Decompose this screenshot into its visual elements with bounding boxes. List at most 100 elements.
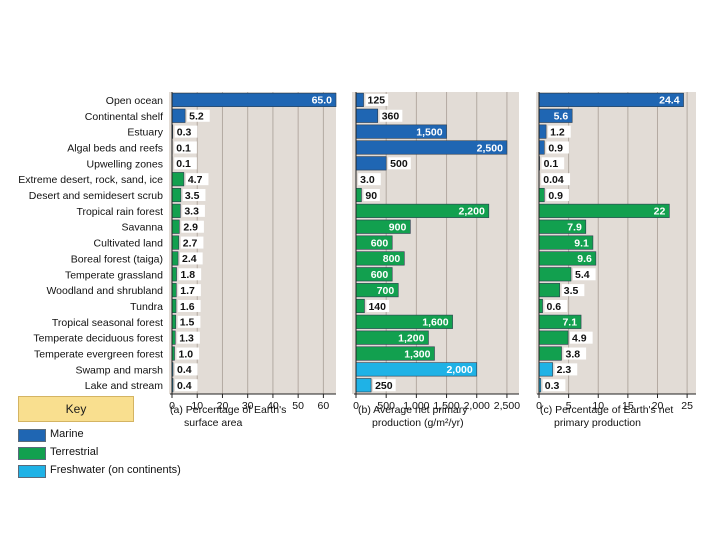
panel-a-value-label-bg-lake-and-stream <box>175 379 198 392</box>
category-label-savanna: Savanna <box>122 222 164 234</box>
panel-b-value-label-algal-beds-and-reefs: 2,500 <box>477 142 503 154</box>
panel-a-value-label-temperate-grassland: 1.8 <box>181 269 196 281</box>
panel-b-value-label-bg-open-ocean <box>365 93 389 106</box>
panel-c-value-label-algal-beds-and-reefs: 0.9 <box>548 142 563 154</box>
category-label-boreal-forest-taiga: Boreal forest (taiga) <box>71 253 163 265</box>
panel-c-tick-label-25: 25 <box>681 400 693 412</box>
panel-b-value-label-bg-upwelling-zones <box>388 157 411 170</box>
panel-a-value-label-extreme-desert-rock-sand-ice: 4.7 <box>188 174 203 186</box>
panel-c-value-label-woodland-and-shrubland: 3.5 <box>564 285 579 297</box>
panel-b-tick-label-500: 500 <box>377 400 395 412</box>
panel-c-value-label-upwelling-zones: 0.1 <box>544 158 559 170</box>
category-label-lake-and-stream: Lake and stream <box>85 380 163 392</box>
panel-a-value-label-bg-upwelling-zones <box>174 157 197 170</box>
panel-c-value-label-temperate-grassland: 5.4 <box>575 269 590 281</box>
panel-a-value-label-bg-algal-beds-and-reefs <box>174 141 197 154</box>
panel-a-value-label-bg-tropical-rain-forest <box>182 204 205 217</box>
panel-c-value-label-swamp-and-marsh: 2.3 <box>557 364 572 376</box>
category-label-algal-beds-and-reefs: Algal beds and reefs <box>67 142 163 154</box>
panel-a-bar-temperate-grassland <box>171 267 177 282</box>
panel-a-tick-label-10: 10 <box>191 400 203 412</box>
panel-c-value-label-savanna: 7.9 <box>567 222 582 234</box>
panel-c-value-label-bg-desert-and-semidesert-scrub <box>546 189 569 202</box>
panel-c-tick-label-20: 20 <box>652 400 664 412</box>
panel-b-value-label-bg-continental-shelf <box>379 109 403 122</box>
panel-c-value-label-lake-and-stream: 0.3 <box>545 380 560 392</box>
panel-a-bar-continental-shelf <box>171 108 186 123</box>
panel-a-bar-tropical-rain-forest <box>171 203 181 218</box>
panel-b-value-label-upwelling-zones: 500 <box>390 158 408 170</box>
panel-b-bar-desert-and-semidesert-scrub <box>355 187 362 203</box>
panel-c-bar-algal-beds-and-reefs <box>538 140 545 155</box>
panel-b-value-label-boreal-forest-taiga: 800 <box>383 253 401 265</box>
category-label-open-ocean: Open ocean <box>106 95 163 107</box>
panel-b-value-label-bg-tundra <box>366 299 390 312</box>
panel-c-value-label-bg-swamp-and-marsh <box>554 363 578 376</box>
panel-a-value-label-tropical-seasonal-forest: 1.5 <box>180 317 195 329</box>
category-label-temperate-deciduous-forest: Temperate deciduous forest <box>33 333 163 345</box>
panel-c-tick-label-5: 5 <box>566 400 572 412</box>
panel-a-value-label-continental-shelf: 5.2 <box>189 111 204 123</box>
panel-a-tick-label-40: 40 <box>267 400 279 412</box>
panel-a-value-label-bg-continental-shelf <box>187 109 210 122</box>
panel-a-value-label-bg-woodland-and-shrubland <box>178 284 201 297</box>
panel-b-bar-open-ocean <box>355 92 364 107</box>
panel-c-value-label-temperate-evergreen-forest: 3.8 <box>566 348 581 360</box>
key-label-terrestrial: Terrestrial <box>50 446 99 458</box>
panel-c-caption-line-1: (c) Percentage of Earth's net <box>540 404 673 416</box>
panel-c-caption-line-2: primary production <box>554 417 641 429</box>
category-label-cultivated-land: Cultivated land <box>94 238 164 250</box>
panel-a-bar-tropical-seasonal-forest <box>171 314 177 329</box>
panel-a-value-label-bg-tundra <box>178 299 201 312</box>
panel-c-value-label-continental-shelf: 5.6 <box>554 111 569 123</box>
category-label-temperate-grassland: Temperate grassland <box>65 269 163 281</box>
panel-c-bar-swamp-and-marsh <box>538 362 553 377</box>
category-label-tundra: Tundra <box>130 301 163 313</box>
panel-c-tick-label-15: 15 <box>622 400 634 412</box>
category-label-swamp-and-marsh: Swamp and marsh <box>75 364 163 376</box>
panel-c-value-label-bg-temperate-grassland <box>572 268 596 281</box>
panel-a-tick-label-60: 60 <box>318 400 330 412</box>
panel-b-value-label-estuary: 1,500 <box>416 126 442 138</box>
key-swatch-marine <box>18 429 46 442</box>
key-swatch-freshwater-on-continents <box>18 465 46 478</box>
panel-c-value-label-bg-woodland-and-shrubland <box>561 284 585 297</box>
panel-c-bar-tundra <box>538 298 543 314</box>
key-label-marine: Marine <box>50 428 84 440</box>
panel-b-value-label-temperate-grassland: 600 <box>371 269 389 281</box>
panel-c-value-label-bg-extreme-desert-rock-sand-ice <box>541 173 571 186</box>
panel-a-value-label-tropical-rain-forest: 3.3 <box>184 206 199 218</box>
panel-a-value-label-cultivated-land: 2.7 <box>183 237 198 249</box>
panel-c-value-label-desert-and-semidesert-scrub: 0.9 <box>548 190 563 202</box>
key-title: Key <box>18 396 134 422</box>
panel-c-bar-desert-and-semidesert-scrub <box>538 187 545 203</box>
panel-c-bar-woodland-and-shrubland <box>538 283 561 298</box>
category-label-temperate-evergreen-forest: Temperate evergreen forest <box>34 349 163 361</box>
panel-a-value-label-bg-temperate-deciduous-forest <box>177 331 200 344</box>
panel-c-bar-temperate-evergreen-forest <box>538 346 562 361</box>
panel-a-bar-tundra <box>171 298 177 314</box>
panel-b-tick-label-0: 0 <box>353 400 359 412</box>
category-label-desert-and-semidesert-scrub: Desert and semidesert scrub <box>29 190 163 202</box>
panel-b-bar-continental-shelf <box>355 108 379 123</box>
panel-a-caption-line-1: (a) Percentage of Earth's <box>170 404 286 416</box>
panel-c-value-label-extreme-desert-rock-sand-ice: 0.04 <box>543 174 564 186</box>
panel-a-value-label-algal-beds-and-reefs: 0.1 <box>176 142 191 154</box>
panel-b-value-label-open-ocean: 125 <box>368 95 386 107</box>
panel-c-tick-label-10: 10 <box>592 400 604 412</box>
panel-a-value-label-bg-estuary <box>174 125 198 138</box>
panel-b-value-label-temperate-deciduous-forest: 1,200 <box>398 332 424 344</box>
panel-a-value-label-lake-and-stream: 0.4 <box>177 380 192 392</box>
panel-a-value-label-temperate-evergreen-forest: 1.0 <box>179 348 194 360</box>
panel-a-value-label-estuary: 0.3 <box>177 126 192 138</box>
panel-c-bar-temperate-deciduous-forest <box>538 330 569 345</box>
panel-c-bar-temperate-grassland <box>538 267 572 282</box>
panel-b-value-label-bg-extreme-desert-rock-sand-ice <box>358 173 381 186</box>
category-label-woodland-and-shrubland: Woodland and shrubland <box>46 285 163 297</box>
panel-a-bar-savanna <box>171 219 180 234</box>
category-label-extreme-desert-rock-sand-ice: Extreme desert, rock, sand, ice <box>18 174 163 186</box>
panel-c-value-label-bg-upwelling-zones <box>541 157 565 170</box>
panel-a-bar-desert-and-semidesert-scrub <box>171 187 182 203</box>
panel-b-value-label-temperate-evergreen-forest: 1,300 <box>404 348 430 360</box>
